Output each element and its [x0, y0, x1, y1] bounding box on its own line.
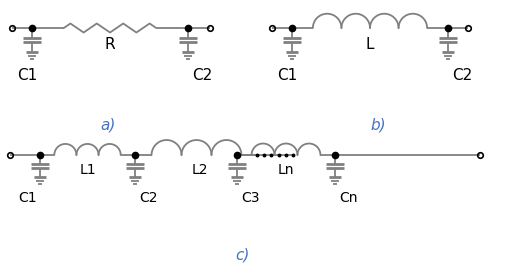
- Text: L2: L2: [192, 163, 208, 177]
- Text: R: R: [105, 37, 115, 52]
- Text: C1: C1: [277, 68, 297, 83]
- Text: C2: C2: [140, 191, 158, 205]
- Text: C2: C2: [452, 68, 472, 83]
- Text: C3: C3: [242, 191, 260, 205]
- Text: L1: L1: [79, 163, 96, 177]
- Text: a): a): [100, 118, 115, 133]
- Text: b): b): [370, 118, 386, 133]
- Text: c): c): [235, 248, 249, 263]
- Text: Cn: Cn: [340, 191, 358, 205]
- Text: C2: C2: [192, 68, 212, 83]
- Text: L: L: [366, 37, 374, 52]
- Text: C1: C1: [17, 68, 37, 83]
- Text: C1: C1: [19, 191, 37, 205]
- Text: Ln: Ln: [278, 163, 294, 177]
